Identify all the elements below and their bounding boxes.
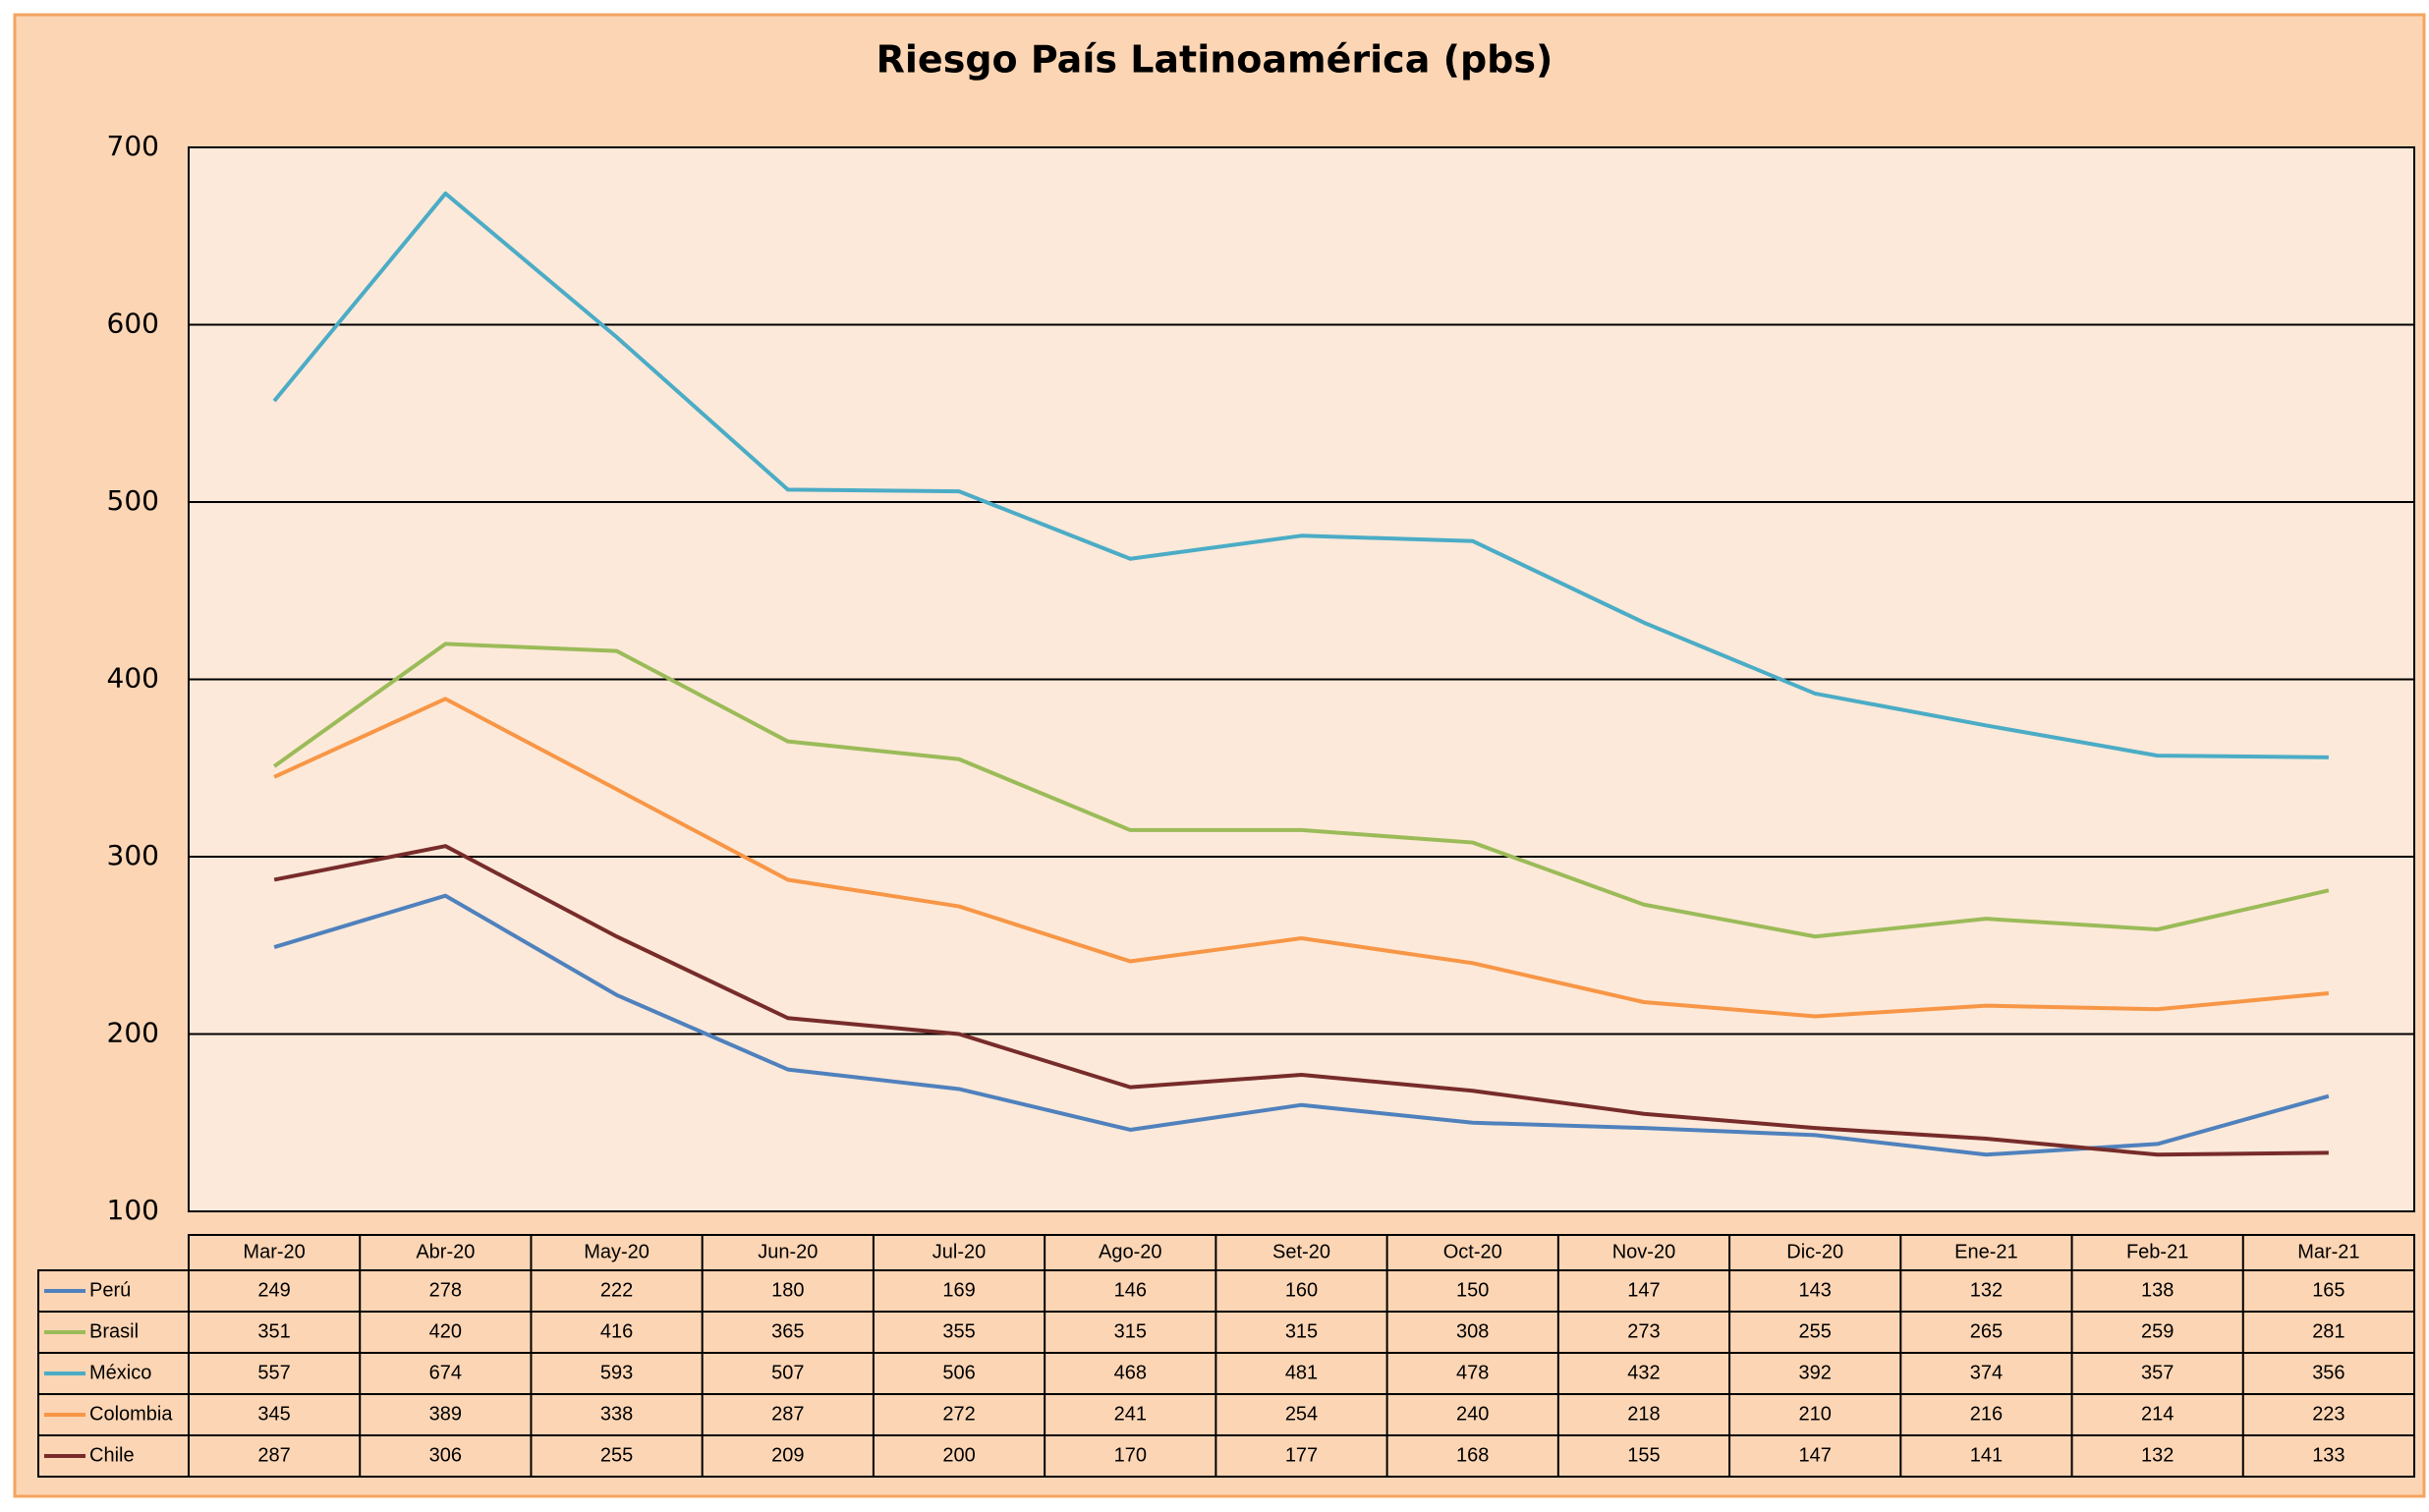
table-value: 222 [600,1279,633,1301]
x-tick-label: Jun-20 [758,1241,818,1262]
table-value: 180 [771,1279,804,1301]
x-tick-label: Dic-20 [1786,1241,1843,1262]
y-tick-label: 300 [107,839,159,871]
table-value: 506 [942,1362,975,1383]
series-line [273,893,2330,1157]
series-line [272,191,2329,759]
table-value: 287 [771,1403,804,1425]
table-value: 138 [2141,1279,2174,1301]
table-value: 133 [2312,1444,2344,1466]
table-value: 132 [2141,1444,2174,1466]
table-value: 155 [1627,1444,1660,1466]
table-value: 218 [1627,1403,1660,1425]
y-tick-label: 600 [107,308,159,340]
legend-label: Chile [89,1444,135,1466]
table-value: 241 [1114,1403,1147,1425]
series-line [273,697,2330,1019]
table-value: 214 [2141,1403,2174,1425]
y-tick-label: 500 [107,484,159,517]
table-value: 255 [1799,1320,1832,1342]
table-value: 210 [1799,1403,1832,1425]
x-tick-label: Abr-20 [416,1241,475,1262]
table-value: 141 [1970,1444,2003,1466]
table-value: 209 [771,1444,804,1466]
legend-label: Perú [89,1279,131,1301]
legend-label: Brasil [89,1320,139,1342]
table-value: 150 [1456,1279,1489,1301]
table-value: 468 [1114,1362,1147,1383]
table-value: 281 [2312,1320,2344,1342]
table-value: 416 [600,1320,633,1342]
table-value: 278 [429,1279,462,1301]
table-value: 432 [1627,1362,1660,1383]
legend-label: México [89,1362,151,1383]
table-value: 168 [1456,1444,1489,1466]
x-tick-label: Nov-20 [1612,1241,1675,1262]
table-value: 355 [942,1320,975,1342]
y-tick-label: 100 [107,1194,159,1226]
y-tick-label: 400 [107,662,159,695]
y-tick-label: 200 [107,1017,159,1049]
table-value: 478 [1456,1362,1489,1383]
table-value: 557 [257,1362,290,1383]
table-value: 351 [257,1320,290,1342]
table-value: 265 [1970,1320,2003,1342]
table-value: 306 [429,1444,462,1466]
table-value: 272 [942,1403,975,1425]
table-value: 216 [1970,1403,2003,1425]
table-value: 177 [1285,1444,1318,1466]
table-value: 160 [1285,1279,1318,1301]
table-value: 287 [257,1444,290,1466]
table-value: 507 [771,1362,804,1383]
table-value: 374 [1970,1362,2003,1383]
table-value: 165 [2312,1279,2344,1301]
plot-border [188,146,2415,1212]
table-value: 345 [257,1403,290,1425]
table-value: 315 [1285,1320,1318,1342]
table-value: 254 [1285,1403,1318,1425]
x-tick-label: Oct-20 [1443,1241,1502,1262]
table-value: 593 [600,1362,633,1383]
table-value: 481 [1285,1362,1318,1383]
table-value: 674 [429,1362,462,1383]
x-tick-label: Mar-20 [243,1241,305,1262]
legend-label: Colombia [89,1403,173,1425]
table-value: 249 [257,1279,290,1301]
table-value: 389 [429,1403,462,1425]
x-tick-label: Set-20 [1272,1241,1330,1262]
table-value: 147 [1627,1279,1660,1301]
table-value: 308 [1456,1320,1489,1342]
table-value: 338 [600,1403,633,1425]
table-value: 259 [2141,1320,2174,1342]
table-value: 147 [1799,1444,1832,1466]
series-line [272,642,2330,939]
table-value: 392 [1799,1362,1832,1383]
table-value: 255 [600,1444,633,1466]
table-value: 315 [1114,1320,1147,1342]
series-line [273,844,2329,1157]
table-value: 273 [1627,1320,1660,1342]
table-value: 357 [2141,1362,2174,1383]
x-tick-label: Jul-20 [932,1241,986,1262]
table-value: 146 [1114,1279,1147,1301]
x-tick-label: Ago-20 [1099,1241,1162,1262]
table-value: 365 [771,1320,804,1342]
table-value: 143 [1799,1279,1832,1301]
table-value: 356 [2312,1362,2344,1383]
x-tick-label: Ene-21 [1954,1241,2018,1262]
table-value: 132 [1970,1279,2003,1301]
chart-title: Riesgo País Latinoamérica (pbs) [876,38,1553,82]
table-value: 420 [429,1320,462,1342]
x-tick-label: Feb-21 [2126,1241,2188,1262]
table-value: 169 [942,1279,975,1301]
table-value: 240 [1456,1403,1489,1425]
x-tick-label: Mar-21 [2297,1241,2359,1262]
x-tick-label: May-20 [584,1241,650,1262]
table-value: 223 [2312,1403,2344,1425]
y-tick-label: 700 [107,130,159,162]
table-value: 170 [1114,1444,1147,1466]
table-value: 200 [942,1444,975,1466]
